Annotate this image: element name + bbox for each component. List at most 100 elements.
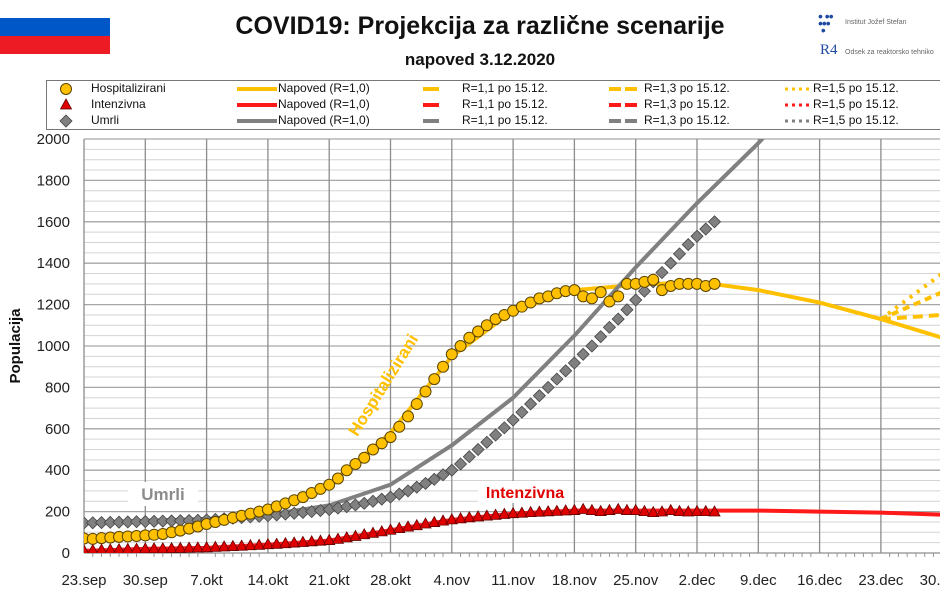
data-point-umrli (629, 293, 643, 307)
data-point-hospitalizirani (349, 457, 362, 470)
data-point-intenzivna (699, 504, 712, 516)
data-point-intenzivna (629, 503, 642, 515)
data-point-intenzivna (603, 503, 616, 515)
data-point-intenzivna (655, 505, 669, 517)
data-point-umrli (620, 303, 634, 317)
data-point-intenzivna (349, 529, 362, 541)
data-point-intenzivna (533, 505, 546, 517)
data-point-umrli (471, 442, 485, 457)
legend-napoved-label: Napoved (R=1,0) (278, 113, 370, 127)
data-point-intenzivna (217, 540, 231, 552)
data-point-intenzivna (252, 538, 266, 550)
data-point-intenzivna (305, 534, 318, 547)
data-point-hospitalizirani (594, 286, 607, 299)
legend-label-intenzivna: Intenzivna (91, 97, 146, 111)
data-point-intenzivna (174, 541, 187, 553)
data-point-hospitalizirani (708, 277, 721, 290)
data-point-intenzivna (84, 544, 89, 553)
data-point-intenzivna (209, 540, 222, 552)
data-point-intenzivna (638, 504, 651, 516)
data-point-umrli (357, 496, 371, 510)
data-point-hospitalizirani (402, 410, 415, 423)
data-point-intenzivna (541, 504, 555, 517)
data-point-intenzivna (366, 526, 380, 538)
data-point-intenzivna (165, 541, 178, 553)
data-point-intenzivna (261, 537, 275, 550)
data-point-umrli (655, 265, 669, 280)
legend-symbols (59, 83, 811, 128)
legend-marker-triangle-icon (59, 98, 73, 110)
data-point-umrli (506, 413, 520, 427)
data-point-intenzivna (296, 535, 310, 547)
legend-r15-label: R=1,5 po 15.12. (813, 97, 899, 111)
data-point-hospitalizirani (375, 437, 388, 450)
data-point-umrli (541, 380, 555, 394)
data-point-umrli (664, 256, 678, 270)
data-point-intenzivna (471, 510, 485, 522)
data-point-intenzivna (454, 512, 467, 524)
x-tick-label: 16.dec (797, 572, 843, 589)
y-tick-label: 400 (45, 462, 70, 479)
data-point-umrli (681, 238, 695, 252)
data-point-intenzivna (498, 507, 511, 519)
data-point-umrli (375, 492, 389, 506)
r4-logo-text: Odsek za reaktorsko tehniko (845, 49, 934, 56)
data-point-intenzivna (156, 542, 169, 553)
legend-r13-label: R=1,3 po 15.12. (644, 113, 730, 127)
x-tick-label: 25.nov (613, 572, 659, 589)
annotation-bg (478, 481, 573, 503)
data-point-intenzivna (594, 504, 607, 516)
x-tick-label: 14.okt (247, 572, 289, 589)
legend-marker-diamond-icon (59, 114, 73, 128)
data-point-intenzivna (690, 504, 704, 516)
data-point-intenzivna (244, 538, 257, 551)
data-point-intenzivna (96, 543, 107, 553)
napoved-line-umrli (84, 139, 765, 525)
data-point-intenzivna (559, 504, 572, 516)
chart-title: COVID19: Projekcija za različne scenarij… (235, 12, 725, 40)
data-point-intenzivna (515, 506, 529, 518)
data-point-hospitalizirani (331, 472, 344, 485)
data-point-umrli (515, 405, 529, 419)
data-point-intenzivna (226, 539, 240, 551)
data-point-intenzivna (384, 523, 397, 535)
legend-r11-label: R=1,1 po 15.12. (462, 97, 548, 111)
x-tick-label: 30.sep (123, 572, 168, 589)
data-point-hospitalizirani (585, 292, 598, 305)
data-point-umrli (532, 389, 546, 403)
y-tick-label: 1600 (37, 214, 70, 231)
legend-r11-label: R=1,1 po 15.12. (462, 81, 548, 95)
data-point-intenzivna (524, 505, 537, 518)
legend-label-hospitalizirani: Hospitalizirani (91, 81, 166, 95)
annotation-hospitalizirani: Hospitalizirani (344, 331, 422, 440)
data-point-intenzivna (393, 521, 406, 533)
data-point-umrli (489, 428, 503, 442)
data-point-intenzivna (612, 502, 625, 514)
legend-napoved-label: Napoved (R=1,0) (278, 97, 370, 111)
data-point-hospitalizirani (445, 348, 458, 361)
legend-r13-label: R=1,3 po 15.12. (644, 97, 730, 111)
data-point-intenzivna (314, 534, 327, 546)
legend-r15-label: R=1,5 po 15.12. (813, 113, 899, 127)
annotation-umrli: Umrli (141, 485, 184, 504)
data-point-hospitalizirani (463, 331, 476, 344)
data-point-intenzivna (585, 503, 599, 515)
data-point-umrli (366, 494, 380, 508)
scenario-line (879, 272, 940, 321)
data-point-hospitalizirani (612, 290, 625, 303)
data-point-intenzivna (191, 541, 205, 553)
data-point-umrli (445, 463, 459, 477)
data-point-intenzivna (708, 505, 721, 517)
x-tick-label: 9.dec (740, 572, 777, 589)
data-point-intenzivna (401, 520, 415, 532)
data-point-intenzivna (358, 527, 371, 540)
data-point-intenzivna (235, 539, 248, 551)
series-group (84, 139, 940, 553)
scenario-line (880, 313, 940, 322)
data-point-hospitalizirani (603, 295, 616, 308)
data-point-umrli (567, 356, 581, 370)
data-point-intenzivna (323, 533, 336, 545)
data-point-hospitalizirani (323, 478, 336, 491)
data-point-hospitalizirani (410, 397, 423, 410)
